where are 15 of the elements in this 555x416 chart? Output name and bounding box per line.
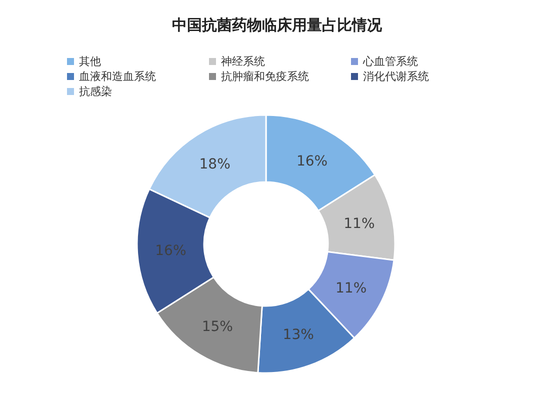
legend-label: 抗感染 [79,85,112,98]
legend-label: 血液和造血系统 [79,70,156,83]
legend-label: 抗肿瘤和免疫系统 [221,70,309,83]
data-label: 16% [296,153,328,170]
data-label: 16% [155,242,186,259]
legend-label: 消化代谢系统 [363,70,429,83]
data-label: 13% [282,326,314,343]
legend-label: 心血管系统 [362,55,418,68]
data-label: 15% [202,319,233,336]
legend-label: 其他 [79,55,101,68]
legend-label: 神经系统 [221,55,265,68]
chart-title: 中国抗菌药物临床用量占比情况 [172,16,383,34]
data-label: 11% [336,280,367,296]
data-label: 11% [344,216,375,232]
data-label: 18% [199,156,230,172]
